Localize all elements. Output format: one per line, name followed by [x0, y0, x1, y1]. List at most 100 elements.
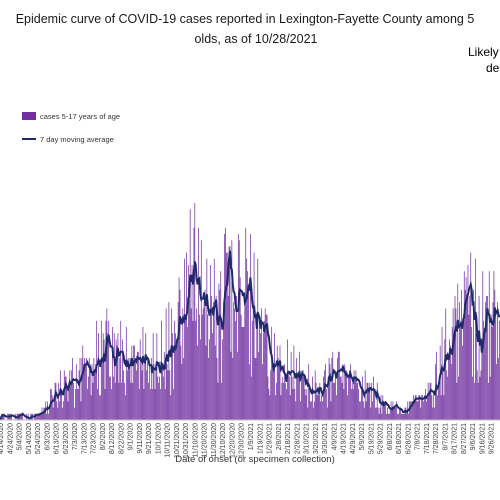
case-bar — [150, 389, 151, 420]
case-bar — [117, 333, 119, 420]
case-bar — [237, 351, 238, 420]
case-bar — [64, 376, 66, 420]
case-bar — [191, 265, 193, 420]
case-bar — [237, 234, 239, 420]
case-bar — [294, 389, 296, 420]
case-bar — [392, 401, 394, 420]
case-bar — [236, 296, 237, 420]
case-bar — [363, 407, 365, 420]
case-bar — [359, 401, 360, 420]
case-bar — [65, 376, 67, 420]
case-bar — [449, 339, 450, 420]
case-bar — [82, 345, 84, 420]
case-bar — [422, 395, 423, 420]
case-bar — [58, 382, 60, 420]
case-bar — [398, 413, 399, 420]
case-bar — [110, 376, 111, 420]
case-bar — [430, 382, 432, 420]
case-bar — [152, 333, 154, 420]
case-bar — [154, 389, 156, 420]
case-bar — [312, 376, 313, 420]
case-bar — [38, 413, 40, 420]
x-tick-labels: 4/14/2020 4/24/2020 5/4/2020 5/14/2020 5/24/… — [0, 423, 496, 458]
case-bar — [77, 389, 79, 420]
case-bar — [40, 413, 42, 420]
case-bar — [144, 358, 146, 420]
case-bar — [330, 401, 332, 420]
case-bar — [323, 376, 324, 420]
case-bar — [79, 358, 81, 420]
case-bar — [75, 389, 76, 420]
case-bar — [292, 389, 294, 420]
case-bar — [476, 370, 478, 420]
case-bar — [382, 395, 384, 420]
case-bar — [179, 289, 181, 420]
case-bar — [428, 395, 430, 420]
case-bar — [195, 320, 197, 420]
case-bar — [46, 413, 48, 420]
case-bar — [442, 370, 444, 420]
case-bar — [420, 407, 422, 420]
case-bar — [56, 401, 58, 420]
case-bar — [472, 376, 473, 420]
x-tick-label: 3/20/2021 — [313, 423, 320, 454]
case-bar — [53, 401, 55, 420]
case-bar — [175, 345, 177, 420]
case-bar — [207, 314, 209, 420]
case-bar — [213, 258, 215, 420]
case-bar — [202, 308, 204, 420]
case-bar — [321, 395, 323, 420]
legend-label-cases: cases 5-17 years of age — [40, 111, 121, 121]
x-tick-label: 1/19/2021 — [257, 423, 264, 454]
case-bar — [458, 376, 460, 420]
case-bar — [113, 333, 115, 420]
case-bar — [97, 389, 98, 420]
case-bar — [212, 333, 213, 420]
case-bar — [137, 351, 138, 420]
case-bar — [143, 389, 145, 420]
case-bar — [71, 370, 73, 420]
case-bar — [433, 395, 435, 420]
case-bar — [312, 407, 314, 420]
case-bar — [148, 382, 149, 420]
case-bar — [129, 358, 131, 420]
case-bar — [280, 395, 282, 420]
case-bar — [209, 339, 210, 420]
case-bar — [59, 401, 60, 420]
case-bar — [162, 376, 164, 420]
case-bar — [172, 333, 173, 420]
case-bar — [208, 358, 210, 420]
case-bar — [200, 240, 202, 420]
case-bar — [164, 389, 166, 420]
case-bar — [47, 401, 48, 420]
case-bar — [203, 302, 205, 420]
case-bar — [459, 302, 460, 420]
x-tick-label: 7/28/2021 — [433, 423, 440, 454]
case-bar — [270, 370, 272, 420]
x-tick-label: 9/26/2021 — [489, 423, 496, 454]
case-bar — [254, 358, 256, 420]
case-bar — [22, 413, 23, 420]
x-tick-label: 9/16/2021 — [479, 423, 486, 454]
case-bar — [159, 376, 160, 420]
case-bar — [103, 339, 105, 420]
case-bar — [271, 327, 273, 420]
case-bar — [387, 413, 389, 420]
case-bar — [125, 327, 127, 420]
case-bar — [192, 320, 194, 420]
case-bar — [334, 382, 335, 420]
case-bar — [426, 395, 428, 420]
x-tick-label: 10/11/2020 — [165, 423, 172, 458]
case-bar — [375, 407, 377, 420]
case-bar — [305, 395, 307, 420]
case-bar — [483, 320, 485, 420]
case-bar — [61, 389, 62, 420]
case-bar — [20, 413, 22, 420]
case-bar — [277, 358, 279, 420]
case-bar — [419, 395, 421, 420]
case-bar — [98, 333, 99, 420]
case-bar — [453, 333, 455, 420]
case-bar — [235, 320, 236, 420]
x-tick-label: 2/8/2021 — [276, 423, 283, 450]
